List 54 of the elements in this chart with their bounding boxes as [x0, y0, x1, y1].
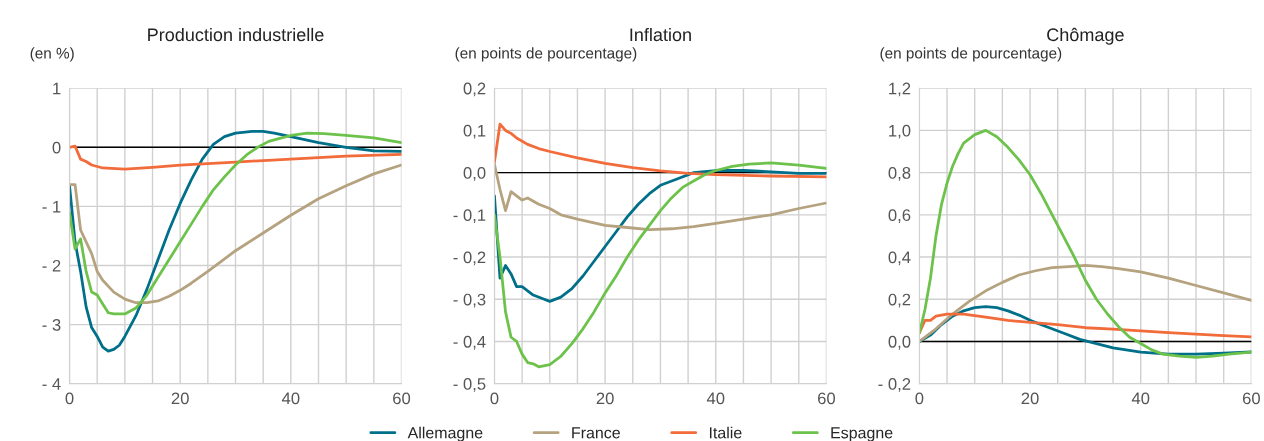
chart-title: Chômage [1047, 27, 1124, 45]
x-tick-label: 60 [393, 392, 411, 405]
line-series [494, 122, 827, 179]
y-tick-label: - 0,5 [453, 378, 486, 392]
y-axis-title: (en points de pourcentage) [455, 47, 637, 62]
line-series [69, 131, 402, 316]
x-tick-label: 40 [1131, 392, 1150, 405]
y-tick-label: 0,6 [888, 209, 911, 223]
legend-label: France [572, 427, 620, 439]
y-tick-label: - 0,1 [453, 209, 486, 223]
y-tick-label: 0,1 [463, 124, 486, 139]
y-tick-label: - 0,4 [453, 335, 486, 350]
chart-title: Production industrielle [148, 27, 324, 42]
legend-label: Italie [709, 426, 742, 439]
y-tick-label: 0,2 [463, 82, 486, 97]
legend-label: Allemagne [407, 426, 483, 441]
line-series [919, 312, 1252, 339]
y-tick-label: 0,4 [888, 251, 911, 266]
line-series [494, 161, 827, 369]
line-series [69, 163, 402, 305]
y-tick-label: 0,8 [888, 167, 911, 181]
line-series [494, 162, 827, 231]
x-tick-label: 0 [65, 392, 74, 405]
x-tick-label: 20 [171, 392, 189, 405]
x-tick-label: 60 [1242, 392, 1260, 405]
x-tick-label: 60 [818, 392, 836, 405]
y-tick-label: - 0,2 [453, 251, 486, 266]
y-tick-label: - 0,3 [453, 293, 486, 308]
y-axis-title: (en %) [30, 47, 74, 62]
y-tick-label: 0,0 [888, 335, 911, 350]
y-tick-label: 1 [53, 82, 61, 95]
y-axis-title: (en points de pourcentage) [880, 47, 1062, 62]
y-tick-label: 1,2 [889, 82, 911, 97]
y-tick-label: - 0,2 [878, 378, 911, 392]
y-tick-label: 0,2 [888, 293, 911, 308]
chart-title: Inflation [630, 27, 691, 42]
y-tick-label: 1,0 [889, 124, 911, 139]
line-series [69, 129, 402, 353]
y-tick-label: - 2 [42, 259, 61, 272]
x-tick-label: 0 [490, 392, 499, 405]
x-tick-label: 0 [915, 392, 924, 405]
x-tick-label: 40 [281, 392, 300, 405]
line-series [919, 264, 1252, 343]
y-tick-label: - 1 [42, 200, 61, 213]
y-tick-label: - 4 [42, 378, 61, 390]
y-tick-label: 0,0 [463, 167, 486, 181]
x-tick-label: 20 [1021, 392, 1039, 405]
x-tick-label: 20 [596, 392, 614, 405]
legend-label: Espagne [831, 427, 893, 441]
x-tick-label: 40 [706, 392, 725, 405]
line-series [69, 144, 402, 171]
y-tick-label: - 3 [42, 318, 61, 331]
y-tick-label: 0 [52, 141, 61, 154]
line-series [919, 129, 1252, 359]
